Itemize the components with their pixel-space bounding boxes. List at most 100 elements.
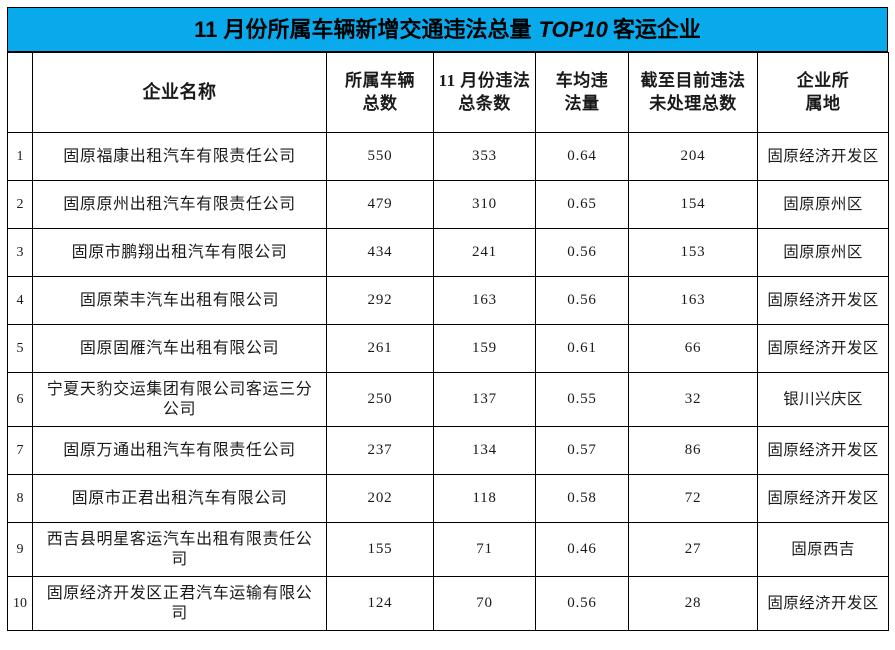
cell-row-index: 3: [7, 228, 33, 277]
cell-company-area: 银川兴庆区: [757, 372, 889, 427]
page-title: 11 月份所属车辆新增交通违法总量 TOP10 客运企业: [194, 16, 701, 42]
cell-unhandled-total: 154: [628, 180, 758, 229]
cell-per-vehicle: 0.65: [535, 180, 629, 229]
cell-company-name: 宁夏天豹交运集团有限公司客运三分公司: [32, 372, 327, 427]
cell-vehicle-total: 250: [326, 372, 434, 427]
cell-per-vehicle: 0.55: [535, 372, 629, 427]
cell-violations-month: 241: [433, 228, 536, 277]
table-row[interactable]: 3 固原市鹏翔出租汽车有限公司 434 241 0.56 153 固原原州区: [7, 228, 889, 277]
cell-row-index: 7: [7, 426, 33, 475]
column-header-index: [7, 52, 33, 133]
cell-company-area: 固原经济开发区: [757, 132, 889, 181]
title-banner: 11 月份所属车辆新增交通违法总量 TOP10 客运企业: [7, 7, 888, 52]
cell-unhandled-total: 163: [628, 276, 758, 325]
header-line-2: 总条数: [458, 93, 511, 113]
page-title-top10: TOP10: [538, 16, 608, 42]
column-header-company-name: 企业名称: [32, 52, 327, 133]
cell-row-index: 6: [7, 372, 33, 427]
cell-company-area: 固原原州区: [757, 180, 889, 229]
cell-per-vehicle: 0.46: [535, 522, 629, 577]
table-row[interactable]: 2 固原原州出租汽车有限责任公司 479 310 0.65 154 固原原州区: [7, 180, 889, 229]
cell-violations-month: 159: [433, 324, 536, 373]
cell-company-name: 固原原州出租汽车有限责任公司: [32, 180, 327, 229]
cell-vehicle-total: 479: [326, 180, 434, 229]
table-row[interactable]: 7 固原万通出租汽车有限责任公司 237 134 0.57 86 固原经济开发区: [7, 426, 889, 475]
cell-unhandled-total: 72: [628, 474, 758, 523]
cell-vehicle-total: 237: [326, 426, 434, 475]
cell-company-area: 固原经济开发区: [757, 576, 889, 631]
cell-company-name: 固原经济开发区正君汽车运输有限公司: [32, 576, 327, 631]
cell-row-index: 5: [7, 324, 33, 373]
violation-ranking-table: 企业名称 所属车辆 总数 11 月份违法 总条数 车均违 法量 截至目前违法 未…: [7, 52, 889, 631]
cell-row-index: 4: [7, 276, 33, 325]
header-line-1: 所属车辆: [345, 70, 415, 90]
cell-violations-month: 353: [433, 132, 536, 181]
cell-violations-month: 163: [433, 276, 536, 325]
cell-row-index: 8: [7, 474, 33, 523]
cell-row-index: 10: [7, 576, 33, 631]
cell-vehicle-total: 261: [326, 324, 434, 373]
cell-company-area: 固原经济开发区: [757, 276, 889, 325]
cell-company-name: 固原固雁汽车出租有限公司: [32, 324, 327, 373]
cell-unhandled-total: 86: [628, 426, 758, 475]
cell-violations-month: 310: [433, 180, 536, 229]
table-row[interactable]: 10 固原经济开发区正君汽车运输有限公司 124 70 0.56 28 固原经济开发区: [7, 576, 889, 631]
cell-company-area: 固原经济开发区: [757, 324, 889, 373]
cell-company-name: 固原市正君出租汽车有限公司: [32, 474, 327, 523]
cell-vehicle-total: 202: [326, 474, 434, 523]
cell-violations-month: 71: [433, 522, 536, 577]
cell-company-name: 固原荣丰汽车出租有限公司: [32, 276, 327, 325]
cell-per-vehicle: 0.56: [535, 228, 629, 277]
cell-company-area: 固原经济开发区: [757, 426, 889, 475]
column-header-violations-month: 11 月份违法 总条数: [433, 52, 536, 133]
cell-per-vehicle: 0.56: [535, 576, 629, 631]
table-row[interactable]: 9 西吉县明星客运汽车出租有限责任公司 155 71 0.46 27 固原西吉: [7, 522, 889, 577]
cell-company-name: 固原万通出租汽车有限责任公司: [32, 426, 327, 475]
cell-unhandled-total: 153: [628, 228, 758, 277]
column-header-unhandled-total: 截至目前违法 未处理总数: [628, 52, 758, 133]
cell-vehicle-total: 124: [326, 576, 434, 631]
column-header-area: 企业所 属地: [757, 52, 889, 133]
table-row[interactable]: 5 固原固雁汽车出租有限公司 261 159 0.61 66 固原经济开发区: [7, 324, 889, 373]
column-header-vehicle-total: 所属车辆 总数: [326, 52, 434, 133]
cell-row-index: 2: [7, 180, 33, 229]
cell-vehicle-total: 292: [326, 276, 434, 325]
table-row[interactable]: 6 宁夏天豹交运集团有限公司客运三分公司 250 137 0.55 32 银川兴庆区: [7, 372, 889, 427]
header-line-2: 法量: [564, 93, 600, 113]
cell-violations-month: 134: [433, 426, 536, 475]
cell-per-vehicle: 0.58: [535, 474, 629, 523]
cell-unhandled-total: 204: [628, 132, 758, 181]
header-line-2: 未处理总数: [649, 93, 737, 113]
header-line-1: 车均违: [555, 70, 609, 90]
cell-per-vehicle: 0.61: [535, 324, 629, 373]
cell-violations-month: 118: [433, 474, 536, 523]
cell-row-index: 1: [7, 132, 33, 181]
table-body: 1 固原福康出租汽车有限责任公司 550 353 0.64 204 固原经济开发区 2 固原原州…: [7, 132, 889, 631]
cell-per-vehicle: 0.57: [535, 426, 629, 475]
table-row[interactable]: 8 固原市正君出租汽车有限公司 202 118 0.58 72 固原经济开发区: [7, 474, 889, 523]
header-line-1: 企业所: [796, 70, 850, 90]
cell-company-area: 固原原州区: [757, 228, 889, 277]
page-title-suffix: 客运企业: [612, 16, 701, 42]
cell-company-name: 固原市鹏翔出租汽车有限公司: [32, 228, 327, 277]
cell-per-vehicle: 0.64: [535, 132, 629, 181]
cell-per-vehicle: 0.56: [535, 276, 629, 325]
column-header-per-vehicle: 车均违 法量: [535, 52, 629, 133]
cell-company-name: 西吉县明星客运汽车出租有限责任公司: [32, 522, 327, 577]
cell-violations-month: 70: [433, 576, 536, 631]
cell-unhandled-total: 27: [628, 522, 758, 577]
table-row[interactable]: 4 固原荣丰汽车出租有限公司 292 163 0.56 163 固原经济开发区: [7, 276, 889, 325]
table-header-row: 企业名称 所属车辆 总数 11 月份违法 总条数 车均违 法量 截至目前违法 未…: [7, 52, 889, 133]
header-line-1: 11 月份违法: [438, 70, 531, 90]
cell-row-index: 9: [7, 522, 33, 577]
cell-vehicle-total: 550: [326, 132, 434, 181]
table-row[interactable]: 1 固原福康出租汽车有限责任公司 550 353 0.64 204 固原经济开发区: [7, 132, 889, 181]
header-line-1: 截至目前违法: [640, 70, 746, 90]
header-line-2: 属地: [805, 93, 841, 113]
cell-unhandled-total: 32: [628, 372, 758, 427]
cell-unhandled-total: 28: [628, 576, 758, 631]
cell-company-name: 固原福康出租汽车有限责任公司: [32, 132, 327, 181]
cell-company-area: 固原经济开发区: [757, 474, 889, 523]
page-title-main: 11 月份所属车辆新增交通违法总量: [194, 16, 532, 42]
